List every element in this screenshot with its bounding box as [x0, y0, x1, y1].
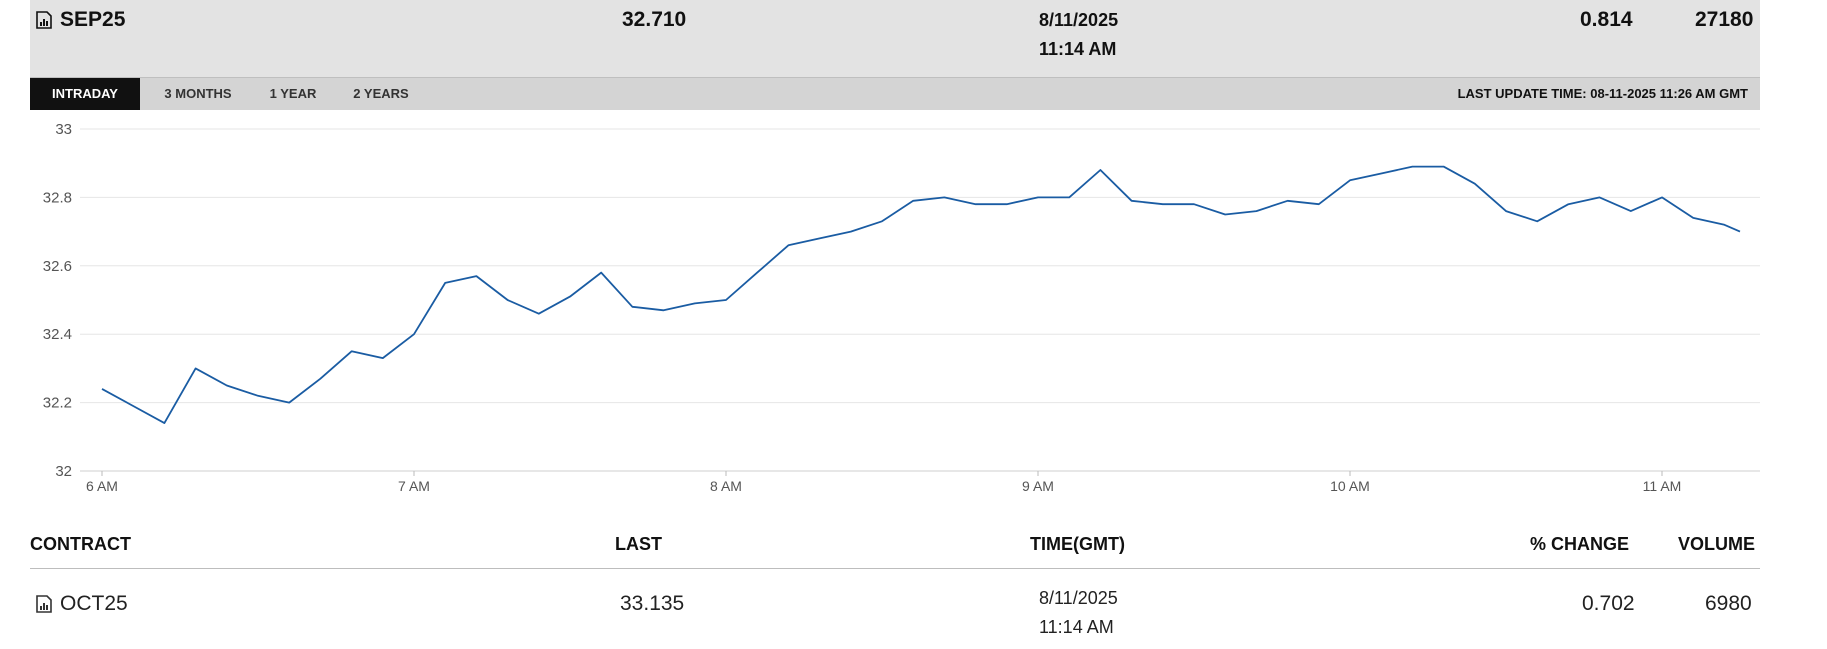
y-tick-label: 32 — [55, 463, 72, 480]
header-change: % CHANGE — [1530, 534, 1630, 554]
contracts-table-header: CONTRACT LAST TIME(GMT) % CHANGE VOLUME — [30, 520, 1760, 569]
row-change: 0.702 — [1582, 592, 1635, 615]
range-tab-bar: INTRADAY 3 MONTHS 1 YEAR 2 YEARS LAST UP… — [30, 77, 1760, 110]
row-last: 33.135 — [620, 592, 685, 615]
tab-3-months[interactable]: 3 MONTHS — [164, 86, 232, 101]
tab-intraday[interactable]: INTRADAY — [30, 78, 140, 110]
summary-clock: 11:14 AM — [1039, 39, 1117, 59]
header-last: LAST — [615, 534, 662, 554]
chart-icon — [36, 595, 52, 613]
row-contract[interactable]: OCT25 — [36, 592, 128, 616]
header-contract: CONTRACT — [30, 534, 131, 554]
summary-change: 0.814 — [1580, 8, 1633, 31]
x-tick-label: 10 AM — [1330, 478, 1370, 494]
price-series-line — [101, 165, 1741, 425]
last-update-time: LAST UPDATE TIME: 08-11-2025 11:26 AM GM… — [1457, 86, 1748, 101]
header-time: TIME(GMT) — [1030, 534, 1125, 554]
tab-2-years[interactable]: 2 YEARS — [353, 86, 409, 101]
summary-volume: 27180 — [1695, 8, 1754, 31]
y-tick-label: 32.8 — [43, 189, 72, 206]
x-tick-label: 11 AM — [1643, 478, 1682, 494]
intraday-price-chart: 33 32.8 32.6 32.4 32.2 32 6 AM 7 AM 8 AM 9 AM 10 A… — [43, 121, 1760, 494]
x-tick-label: 6 AM — [86, 478, 118, 494]
row-clock: 11:14 AM — [1039, 617, 1114, 637]
row-date: 8/11/2025 — [1039, 588, 1118, 608]
x-tick-label: 8 AM — [710, 478, 742, 494]
row-contract-label: OCT25 — [60, 592, 128, 615]
y-tick-label: 33 — [55, 121, 72, 138]
row-volume: 6980 — [1705, 592, 1752, 615]
summary-date: 8/11/2025 — [1039, 10, 1119, 30]
x-tick-label: 7 AM — [398, 478, 430, 494]
y-tick-label: 32.6 — [43, 258, 72, 275]
x-tick-label: 9 AM — [1022, 478, 1054, 494]
header-volume: VOLUME — [1678, 534, 1756, 554]
table-row[interactable]: OCT25 33.135 8/11/2025 11:14 AM 0.702 69… — [30, 570, 1760, 649]
summary-contract-label: SEP25 — [60, 8, 126, 31]
y-tick-label: 32.2 — [43, 395, 72, 412]
contract-summary-bar: SEP25 32.710 8/11/2025 11:14 AM 0.814 27… — [30, 0, 1760, 77]
summary-contract[interactable]: SEP25 — [36, 8, 125, 32]
tab-1-year[interactable]: 1 YEAR — [269, 86, 317, 101]
summary-last-price: 32.710 — [622, 8, 687, 31]
row-time: 8/11/2025 11:14 AM — [1039, 584, 1118, 642]
y-tick-label: 32.4 — [43, 326, 72, 343]
chart-icon — [36, 11, 52, 29]
summary-time: 8/11/2025 11:14 AM — [1039, 6, 1118, 64]
